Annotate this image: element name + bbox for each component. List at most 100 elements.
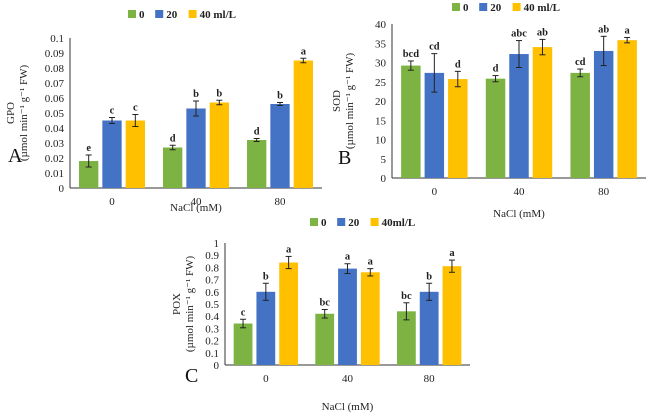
panel-b-bar bbox=[401, 65, 421, 178]
panel-a-bar bbox=[125, 120, 145, 188]
panel-b-y-tick-label: 40 bbox=[375, 19, 387, 31]
panel-c-y-tick-label: 0.6 bbox=[205, 287, 219, 299]
panel-a-significance-letter: b bbox=[193, 89, 199, 100]
panel-c-bar bbox=[279, 262, 299, 365]
panel-a-x-axis-title: NaCl (mM) bbox=[170, 202, 222, 214]
panel-a-x-tick-label: 0 bbox=[109, 196, 115, 208]
panel-c-legend-label: 0 bbox=[321, 217, 327, 229]
panel-a-y-tick-label: 0.03 bbox=[45, 138, 65, 150]
panel-a-significance-letter: c bbox=[110, 106, 115, 117]
panel-c-x-tick-label: 0 bbox=[263, 373, 269, 385]
panel-c-legend-label: 40ml/L bbox=[382, 217, 416, 229]
panel-c-legend-swatch bbox=[310, 218, 318, 226]
panel-a-y-tick-label: 0.06 bbox=[45, 93, 65, 105]
panel-a-legend-label: 0 bbox=[139, 9, 145, 21]
panel-c-bar bbox=[338, 268, 357, 365]
panel-a-letter: A bbox=[8, 145, 23, 167]
panel-c-letter: C bbox=[185, 365, 198, 387]
panel-c-y-tick-label: 0.3 bbox=[205, 323, 219, 335]
panel-b-significance-letter: d bbox=[455, 59, 461, 70]
panel-a-y-tick-label: 0.07 bbox=[45, 78, 65, 90]
panel-c-x-axis-title: NaCl (mM) bbox=[322, 401, 374, 413]
panel-b-bar bbox=[509, 54, 529, 178]
panel-a-significance-letter: e bbox=[86, 143, 91, 154]
panel-a-legend-swatch bbox=[128, 10, 136, 18]
panel-c-y-tick-label: 0.1 bbox=[205, 348, 219, 360]
panel-b-y-tick-label: 25 bbox=[375, 77, 387, 89]
panel-c-significance-letter: a bbox=[286, 244, 292, 255]
panel-c-x-tick-label: 40 bbox=[342, 373, 354, 385]
panel-c-significance-letter: a bbox=[345, 252, 351, 263]
panel-c-bar bbox=[442, 266, 462, 365]
panel-c-legend-label: 20 bbox=[348, 217, 360, 229]
panel-a-bar bbox=[186, 108, 206, 188]
panel-c-significance-letter: b bbox=[263, 271, 269, 282]
panel-a-bar bbox=[102, 120, 122, 188]
panel-c-y-tick-label: 0.4 bbox=[205, 311, 219, 323]
panel-b-legend-swatch bbox=[512, 3, 521, 11]
panel-a-legend-swatch bbox=[155, 10, 164, 18]
panel-b-y-tick-label: 30 bbox=[375, 58, 387, 70]
panel-b-legend-label: 0 bbox=[463, 2, 469, 14]
panel-a-x-tick-label: 80 bbox=[275, 196, 287, 208]
panel-b-letter: B bbox=[338, 147, 351, 169]
panel-b-x-axis-title: NaCl (mM) bbox=[493, 208, 545, 220]
panel-a-y-tick-label: 0.05 bbox=[45, 108, 65, 120]
panel-a-y-tick-label: 0.08 bbox=[45, 63, 65, 75]
panel-a-y-tick-label: 0.09 bbox=[45, 48, 65, 60]
panel-c-legend-swatch bbox=[337, 218, 346, 226]
panel-a-significance-letter: c bbox=[133, 103, 138, 114]
panel-b-bar bbox=[485, 78, 506, 178]
panel-c-x-tick-label: 80 bbox=[424, 373, 436, 385]
panel-b-legend-swatch bbox=[452, 3, 460, 11]
panel-c-y-tick-label: 1 bbox=[214, 238, 220, 250]
panel-b-y-tick-label: 35 bbox=[375, 38, 387, 50]
panel-b-y-tick-label: 15 bbox=[375, 115, 387, 127]
panel-c-significance-letter: b bbox=[426, 271, 432, 282]
panel-b-bar bbox=[593, 50, 614, 179]
panel-b-significance-letter: cd bbox=[575, 57, 586, 68]
panel-b-y-tick-label: 5 bbox=[381, 154, 387, 166]
panel-c-significance-letter: bc bbox=[401, 291, 412, 302]
panel-c-y-tick-label: 0.2 bbox=[205, 336, 219, 348]
panel-b-significance-letter: d bbox=[493, 64, 499, 75]
panel-c-bar bbox=[315, 313, 335, 365]
panel-b-legend-label: 40 ml/L bbox=[524, 2, 560, 14]
panel-c-bar bbox=[256, 291, 276, 365]
panel-b-y-tick-label: 0 bbox=[381, 173, 387, 185]
panel-a-bar bbox=[163, 147, 183, 188]
panel-b-bar bbox=[424, 72, 445, 178]
panel-b-y-tick-label: 20 bbox=[375, 96, 387, 108]
panel-b-bar bbox=[570, 72, 590, 178]
panel-c-y-axis-unit: (µmol min⁻¹ g⁻¹ FW) bbox=[184, 255, 196, 352]
panel-a-bar bbox=[79, 161, 99, 188]
panel-b-significance-letter: abc bbox=[511, 29, 527, 40]
panel-b-x-tick-label: 0 bbox=[432, 186, 438, 198]
panel-b-bar bbox=[617, 40, 637, 178]
panel-a-y-tick-label: 0.01 bbox=[45, 168, 64, 180]
panel-b-x-tick-label: 40 bbox=[514, 186, 526, 198]
panel-a-y-tick-label: 0 bbox=[59, 183, 65, 195]
panel-a-significance-letter: b bbox=[216, 88, 222, 99]
panel-c-y-tick-label: 0.8 bbox=[205, 262, 219, 274]
panel-a-legend-label: 40 ml/L bbox=[200, 9, 236, 21]
panel-a-y-tick-label: 0.1 bbox=[50, 33, 64, 45]
panel-b-significance-letter: a bbox=[625, 25, 631, 36]
panel-a-legend-label: 20 bbox=[166, 9, 178, 21]
panel-b-bar bbox=[532, 47, 553, 178]
panel-c-y-axis-title: POX bbox=[171, 293, 183, 315]
panel-a-bar bbox=[247, 140, 267, 188]
panel-b-legend-swatch bbox=[479, 3, 488, 11]
panel-a-significance-letter: a bbox=[301, 46, 307, 57]
panel-b-y-axis-title: SOD bbox=[331, 90, 343, 112]
panel-c-y-tick-label: 0.5 bbox=[205, 299, 219, 311]
panel-c-y-tick-label: 0 bbox=[214, 360, 220, 372]
panel-a-significance-letter: b bbox=[277, 91, 283, 102]
panel-a-y-axis-title: GPO bbox=[5, 102, 17, 124]
panel-a-bar bbox=[209, 102, 229, 188]
panel-a-significance-letter: d bbox=[254, 127, 260, 138]
panel-c-y-tick-label: 0.7 bbox=[205, 275, 219, 287]
panel-c-significance-letter: a bbox=[368, 257, 374, 268]
panel-a-bar bbox=[270, 104, 290, 188]
